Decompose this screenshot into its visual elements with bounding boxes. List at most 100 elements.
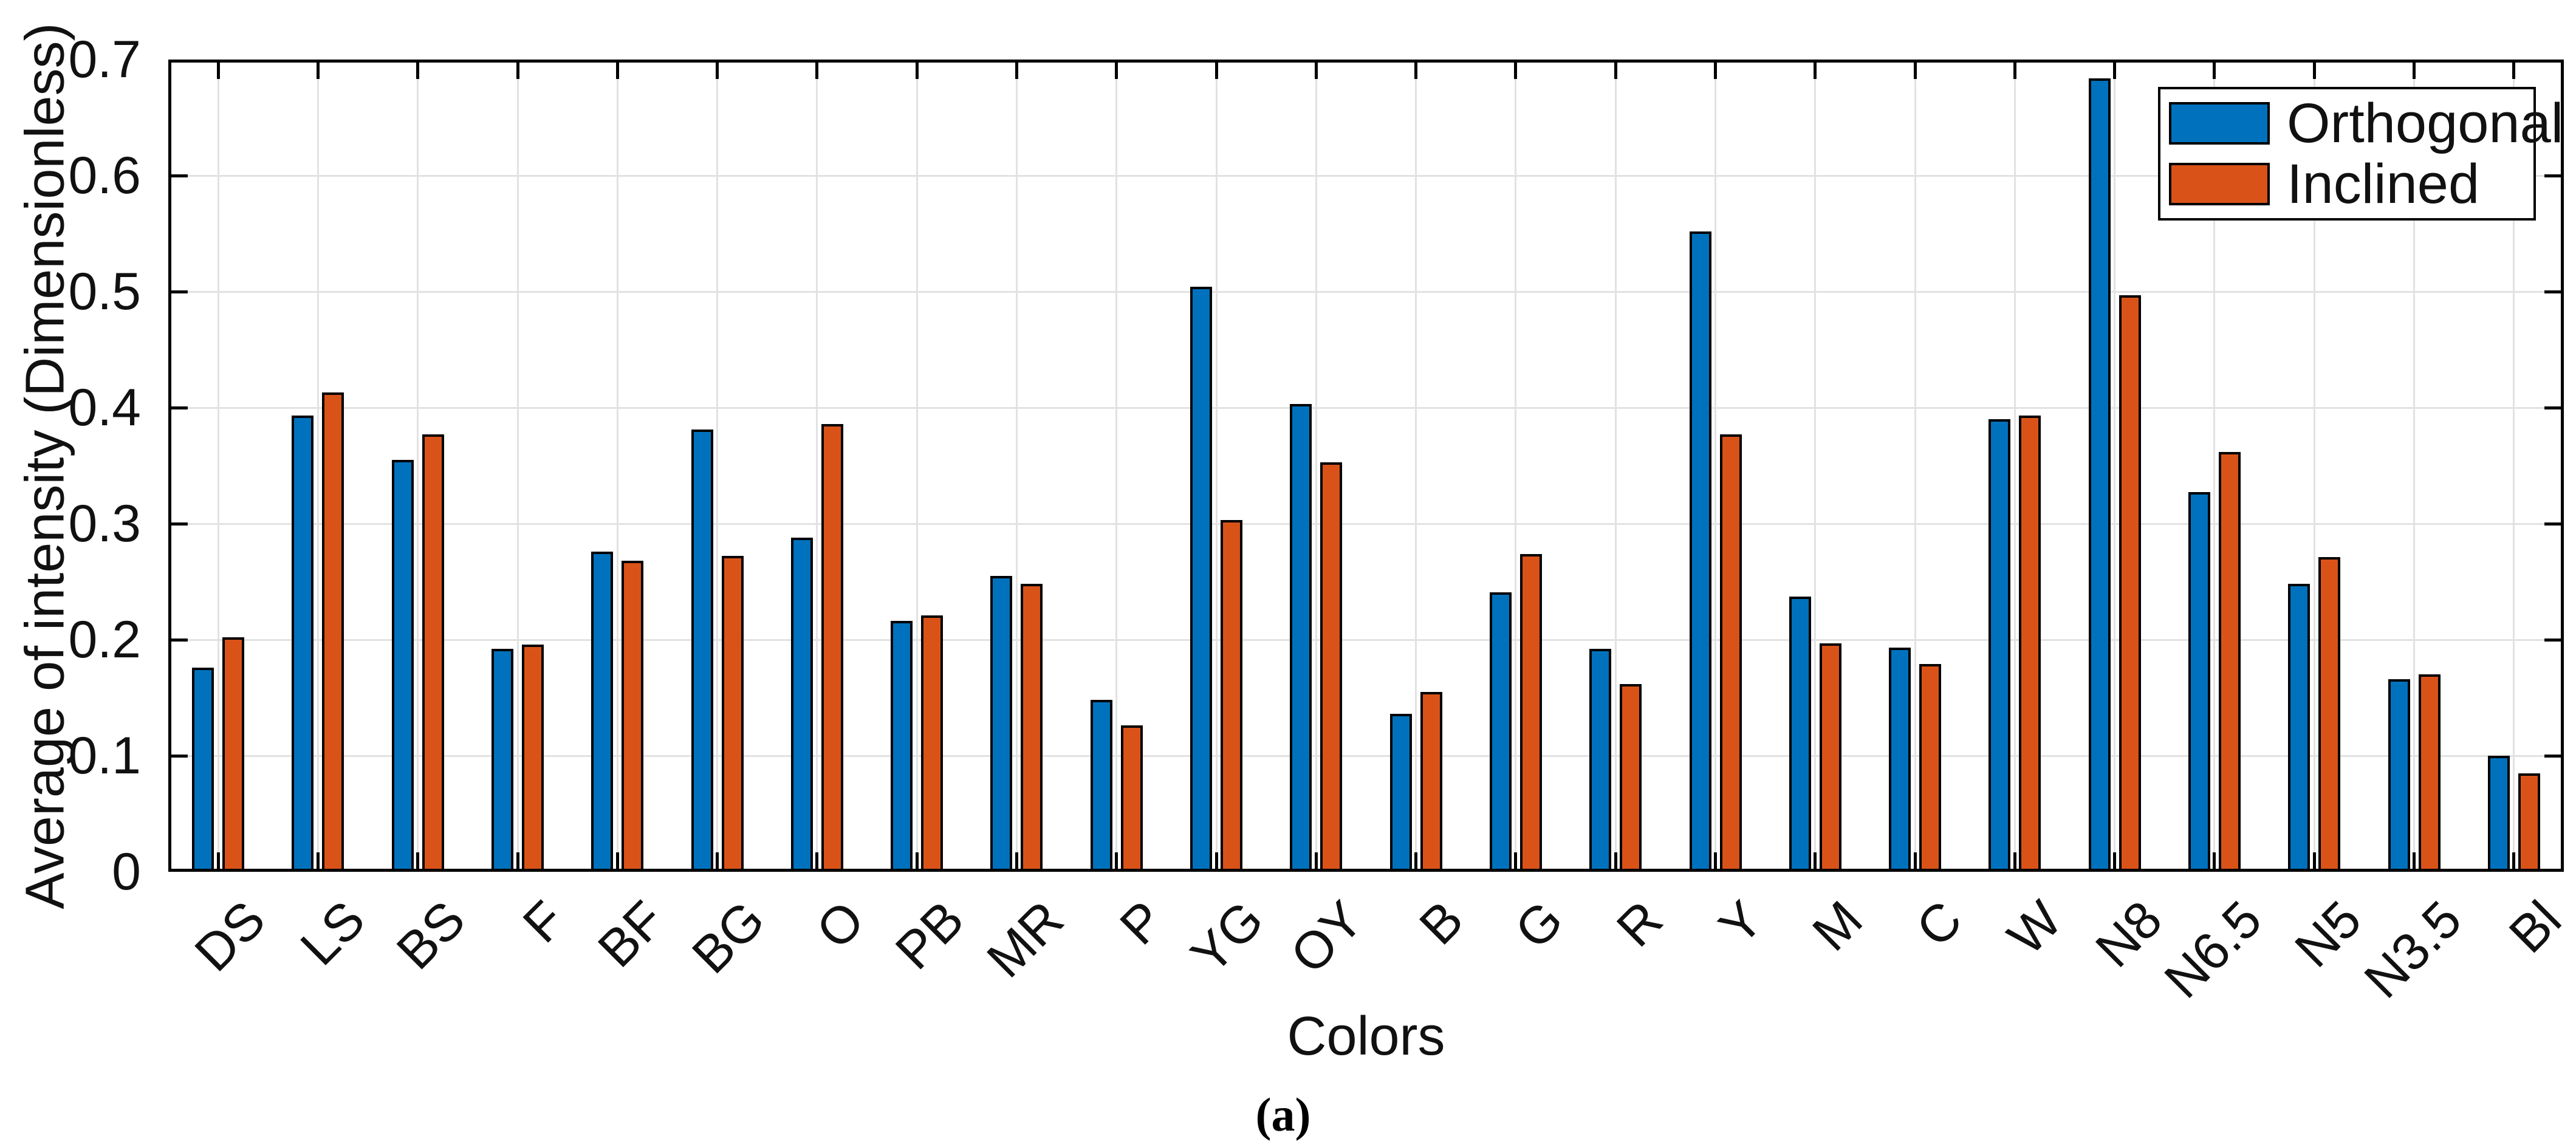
x-tick-bottom [2113, 852, 2117, 872]
v-gridline [1015, 60, 1018, 872]
v-gridline [816, 60, 818, 872]
x-tick-top [2213, 60, 2216, 79]
h-gridline [168, 290, 2564, 293]
x-tick-top [416, 60, 420, 79]
bar-MR-orthogonal [990, 575, 1013, 872]
v-gridline [1115, 60, 1118, 872]
bar-P-orthogonal [1090, 700, 1112, 872]
bar-N5-inclined [2318, 557, 2341, 872]
x-tick-bottom [2013, 852, 2016, 872]
bar-LS-orthogonal [292, 416, 314, 872]
x-tick-bottom [1214, 852, 1218, 872]
x-tick-bottom [815, 852, 819, 872]
bar-PB-inclined [921, 615, 944, 872]
v-gridline [2013, 60, 2016, 872]
bar-W-orthogonal [1989, 419, 2011, 872]
bar-BF-orthogonal [591, 551, 614, 872]
x-tick-top [716, 60, 719, 79]
x-tick-top [2413, 60, 2416, 79]
bar-MR-inclined [1021, 584, 1043, 872]
y-tick-label: 0.5 [68, 262, 141, 321]
bar-C-inclined [1919, 664, 1942, 872]
y-tick-right [2544, 754, 2564, 758]
x-tick-top [1115, 60, 1118, 79]
v-gridline [516, 60, 519, 872]
x-tick-top [1814, 60, 1817, 79]
x-axis-title: Colors [1287, 1006, 1445, 1067]
bar-W-inclined [2019, 416, 2041, 872]
bar-N8-orthogonal [2088, 78, 2111, 872]
h-gridline [168, 174, 2564, 177]
bar-N5-orthogonal [2288, 584, 2311, 872]
x-tick-top [915, 60, 919, 79]
x-tick-top [1414, 60, 1418, 79]
bar-Bl-inclined [2518, 773, 2540, 872]
x-tick-top [316, 60, 320, 79]
v-gridline [2313, 60, 2315, 872]
bar-BF-inclined [622, 561, 644, 872]
x-tick-bottom [2512, 852, 2516, 872]
legend-item-inclined: Inclined [2169, 154, 2527, 214]
v-gridline [1315, 60, 1317, 872]
legend-item-orthogonal: Orthogonal [2169, 93, 2563, 154]
bar-P-inclined [1120, 725, 1143, 872]
x-tick-top [2312, 60, 2316, 79]
x-tick-bottom [2213, 852, 2216, 872]
y-tick-left [168, 754, 188, 758]
bar-BG-orthogonal [691, 430, 713, 872]
bar-YG-inclined [1221, 520, 1243, 872]
x-tick-top [1314, 60, 1318, 79]
v-gridline [417, 60, 419, 872]
x-tick-bottom [615, 852, 619, 872]
y-tick-left [168, 174, 188, 177]
bar-M-inclined [1819, 643, 1841, 872]
x-tick-top [1913, 60, 1917, 79]
x-tick-bottom [716, 852, 719, 872]
legend-label-orthogonal: Orthogonal [2287, 92, 2564, 154]
bar-OY-orthogonal [1290, 404, 1312, 872]
legend-label-inclined: Inclined [2287, 153, 2480, 215]
x-tick-top [815, 60, 819, 79]
h-gridline [168, 639, 2564, 641]
x-tick-bottom [2312, 852, 2316, 872]
bar-OY-inclined [1320, 462, 1343, 872]
x-tick-bottom [1314, 852, 1318, 872]
x-tick-bottom [216, 852, 220, 872]
bar-G-orthogonal [1489, 592, 1512, 872]
x-tick-top [2013, 60, 2016, 79]
legend: Orthogonal Inclined [2158, 87, 2563, 221]
bar-B-orthogonal [1389, 714, 1412, 872]
x-tick-bottom [1414, 852, 1418, 872]
legend-swatch-orthogonal-icon [2169, 102, 2270, 145]
x-tick-bottom [316, 852, 320, 872]
x-tick-bottom [1115, 852, 1118, 872]
y-tick-label: 0.7 [68, 30, 141, 89]
x-tick-top [615, 60, 619, 79]
v-gridline [317, 60, 319, 872]
x-tick-bottom [1015, 852, 1018, 872]
bar-PB-orthogonal [891, 621, 913, 872]
v-gridline [1714, 60, 1717, 872]
x-tick-top [1714, 60, 1718, 79]
v-gridline [2213, 60, 2216, 872]
x-tick-top [1015, 60, 1018, 79]
x-tick-top [1214, 60, 1218, 79]
bar-M-orthogonal [1789, 597, 1811, 872]
bar-DS-inclined [222, 637, 245, 872]
bar-BS-orthogonal [391, 459, 414, 872]
bar-G-inclined [1519, 553, 1542, 872]
h-gridline [168, 406, 2564, 409]
v-gridline [1515, 60, 1517, 872]
bar-YG-orthogonal [1190, 287, 1213, 872]
v-gridline [616, 60, 618, 872]
x-tick-top [516, 60, 519, 79]
y-tick-right [2544, 522, 2564, 526]
y-tick-left [168, 290, 188, 293]
bar-N3.5-inclined [2418, 674, 2441, 872]
bar-F-inclined [522, 644, 544, 872]
h-gridline [168, 755, 2564, 757]
bar-DS-orthogonal [192, 667, 214, 872]
y-tick-left [168, 522, 188, 526]
bar-R-orthogonal [1589, 649, 1612, 872]
